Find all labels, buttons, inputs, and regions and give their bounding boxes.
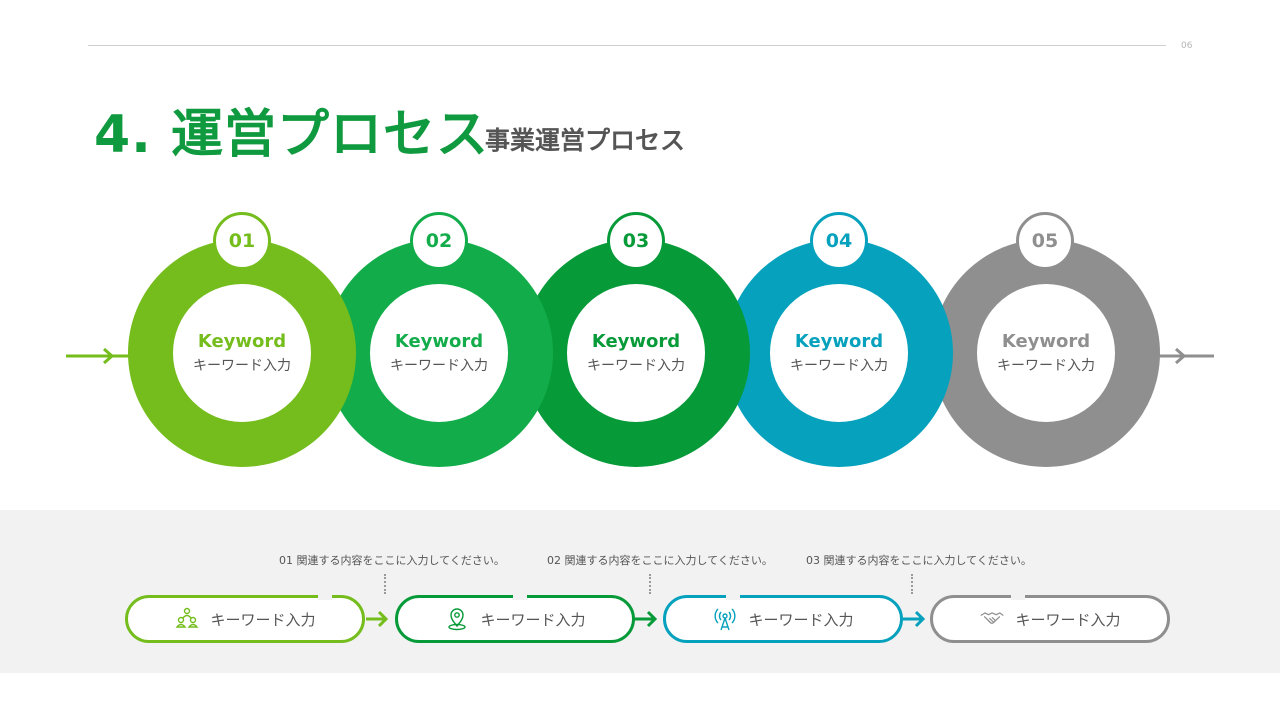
step-03-number: 03 [607, 212, 665, 270]
process-pill-1: キーワード入力 [125, 594, 365, 643]
people-icon [174, 606, 200, 632]
process-pill-3: キーワード入力 [663, 594, 903, 643]
note-03: 03 関連する内容をここに入力してください。 [806, 554, 1032, 567]
step-02-label: キーワード入力 [390, 358, 488, 374]
pill-gap [513, 594, 527, 600]
location-pin-icon [444, 606, 470, 632]
step-01-number: 01 [213, 212, 271, 270]
antenna-icon [712, 606, 738, 632]
bottom-band [0, 510, 1280, 673]
page-title: 4. 運営プロセス [94, 105, 490, 165]
step-01-label: キーワード入力 [193, 358, 291, 374]
step-04-number: 04 [810, 212, 868, 270]
top-divider [88, 45, 1166, 46]
step-02-keyword: Keyword [394, 331, 484, 352]
note-02: 02 関連する内容をここに入力してください。 [547, 554, 773, 567]
step-05-number: 05 [1016, 212, 1074, 270]
pill-arrow-1-icon [366, 610, 389, 628]
step-01-ring: Keyword キーワード入力 [128, 239, 356, 467]
step-02-ring: Keyword キーワード入力 [325, 239, 553, 467]
step-04-label: キーワード入力 [790, 358, 888, 374]
entry-arrow-icon [66, 347, 130, 365]
pill-gap [318, 594, 332, 600]
process-pill-4: キーワード入力 [930, 594, 1170, 643]
note-01: 01 関連する内容をここに入力してください。 [279, 554, 505, 567]
pill-gap [1011, 594, 1025, 600]
pill-label-4: キーワード入力 [1015, 610, 1121, 629]
handshake-icon [979, 606, 1005, 632]
step-05-keyword: Keyword [1001, 331, 1091, 352]
step-05-label: キーワード入力 [997, 358, 1095, 374]
dotted-connector-1 [384, 574, 386, 594]
pill-gap [726, 594, 740, 600]
step-03-label: キーワード入力 [587, 358, 685, 374]
pill-label-2: キーワード入力 [480, 610, 586, 629]
step-04-ring: Keyword キーワード入力 [725, 239, 953, 467]
exit-arrow-icon [1158, 347, 1214, 365]
pill-arrow-2-icon [635, 610, 658, 628]
page-subtitle: 事業運営プロセス [485, 126, 686, 155]
step-05-ring: Keyword キーワード入力 [932, 239, 1160, 467]
step-02-number: 02 [410, 212, 468, 270]
page-number: 06 [1181, 41, 1193, 51]
step-01-keyword: Keyword [197, 331, 287, 352]
process-pill-2: キーワード入力 [395, 594, 635, 643]
dotted-connector-3 [911, 574, 913, 594]
pill-label-3: キーワード入力 [748, 610, 854, 629]
pill-label-1: キーワード入力 [210, 610, 316, 629]
pill-arrow-3-icon [903, 610, 926, 628]
step-04-keyword: Keyword [794, 331, 884, 352]
dotted-connector-2 [649, 574, 651, 594]
step-03-ring: Keyword キーワード入力 [522, 239, 750, 467]
step-03-keyword: Keyword [591, 331, 681, 352]
